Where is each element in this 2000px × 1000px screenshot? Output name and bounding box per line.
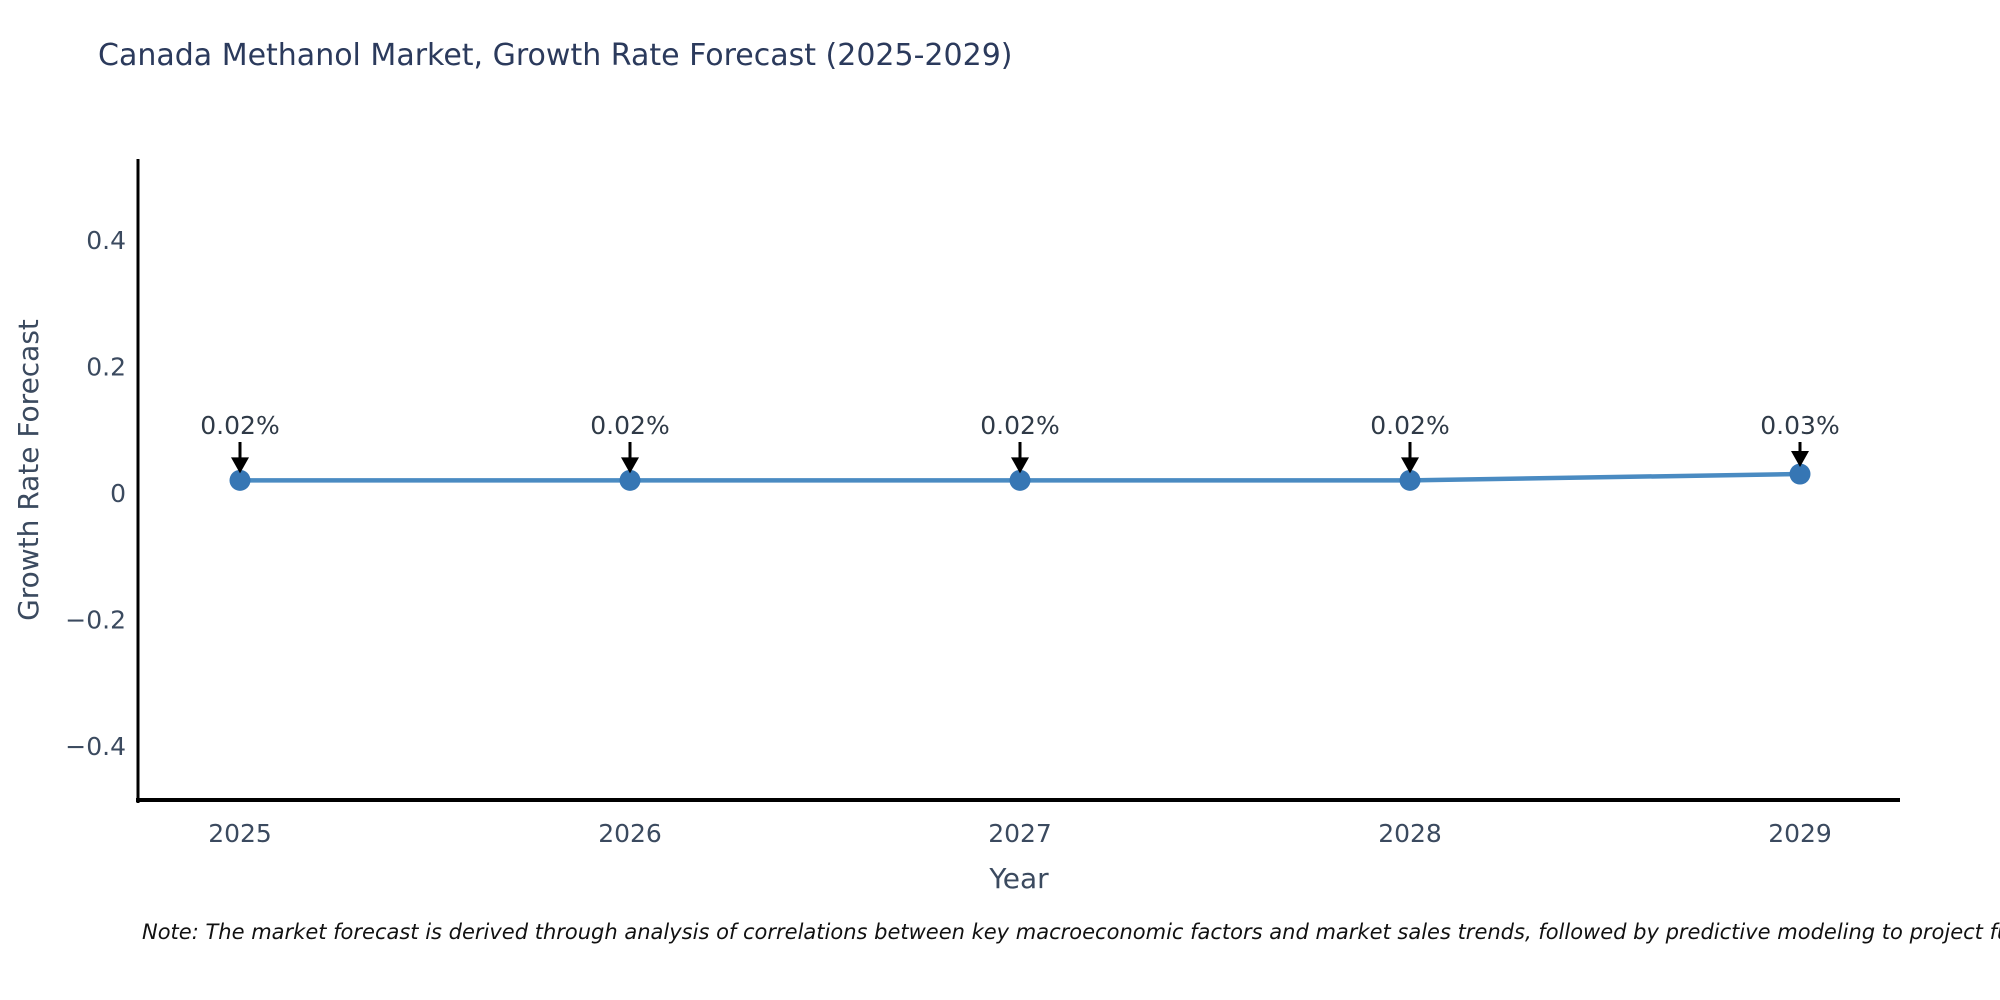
point-annotation: 0.02% xyxy=(590,411,669,440)
data-point-marker xyxy=(1009,469,1031,491)
data-point-marker xyxy=(1399,469,1421,491)
annotation-arrowhead xyxy=(1401,457,1419,474)
y-tick-label: −0.4 xyxy=(65,732,126,761)
annotation-arrowhead xyxy=(1791,451,1809,468)
point-annotation: 0.03% xyxy=(1760,411,1839,440)
annotation-arrowhead xyxy=(621,457,639,474)
annotation-arrowhead xyxy=(231,457,249,474)
data-point-marker xyxy=(619,469,641,491)
x-tick-label: 2028 xyxy=(1378,819,1442,848)
annotation-arrowhead xyxy=(1011,457,1029,474)
x-axis-spine xyxy=(136,798,1900,802)
y-tick-label: 0.4 xyxy=(86,226,126,255)
x-tick-label: 2029 xyxy=(1768,819,1832,848)
x-axis-title: Year xyxy=(988,862,1049,895)
y-tick-label: 0.2 xyxy=(86,353,126,382)
chart-title: Canada Methanol Market, Growth Rate Fore… xyxy=(98,38,1013,73)
y-axis-title: Growth Rate Forecast xyxy=(12,319,45,621)
y-axis-spine xyxy=(136,159,140,803)
data-point-marker xyxy=(229,469,251,491)
point-annotation: 0.02% xyxy=(980,411,1059,440)
footnote: Note: The market forecast is derived thr… xyxy=(142,920,2000,944)
y-tick-label: 0 xyxy=(110,479,126,508)
point-annotation: 0.02% xyxy=(200,411,279,440)
x-tick-label: 2026 xyxy=(598,819,662,848)
x-tick-label: 2025 xyxy=(208,819,272,848)
x-tick-label: 2027 xyxy=(988,819,1052,848)
y-tick-label: −0.2 xyxy=(65,606,126,635)
point-annotation: 0.02% xyxy=(1370,411,1449,440)
data-point-marker xyxy=(1789,463,1811,485)
